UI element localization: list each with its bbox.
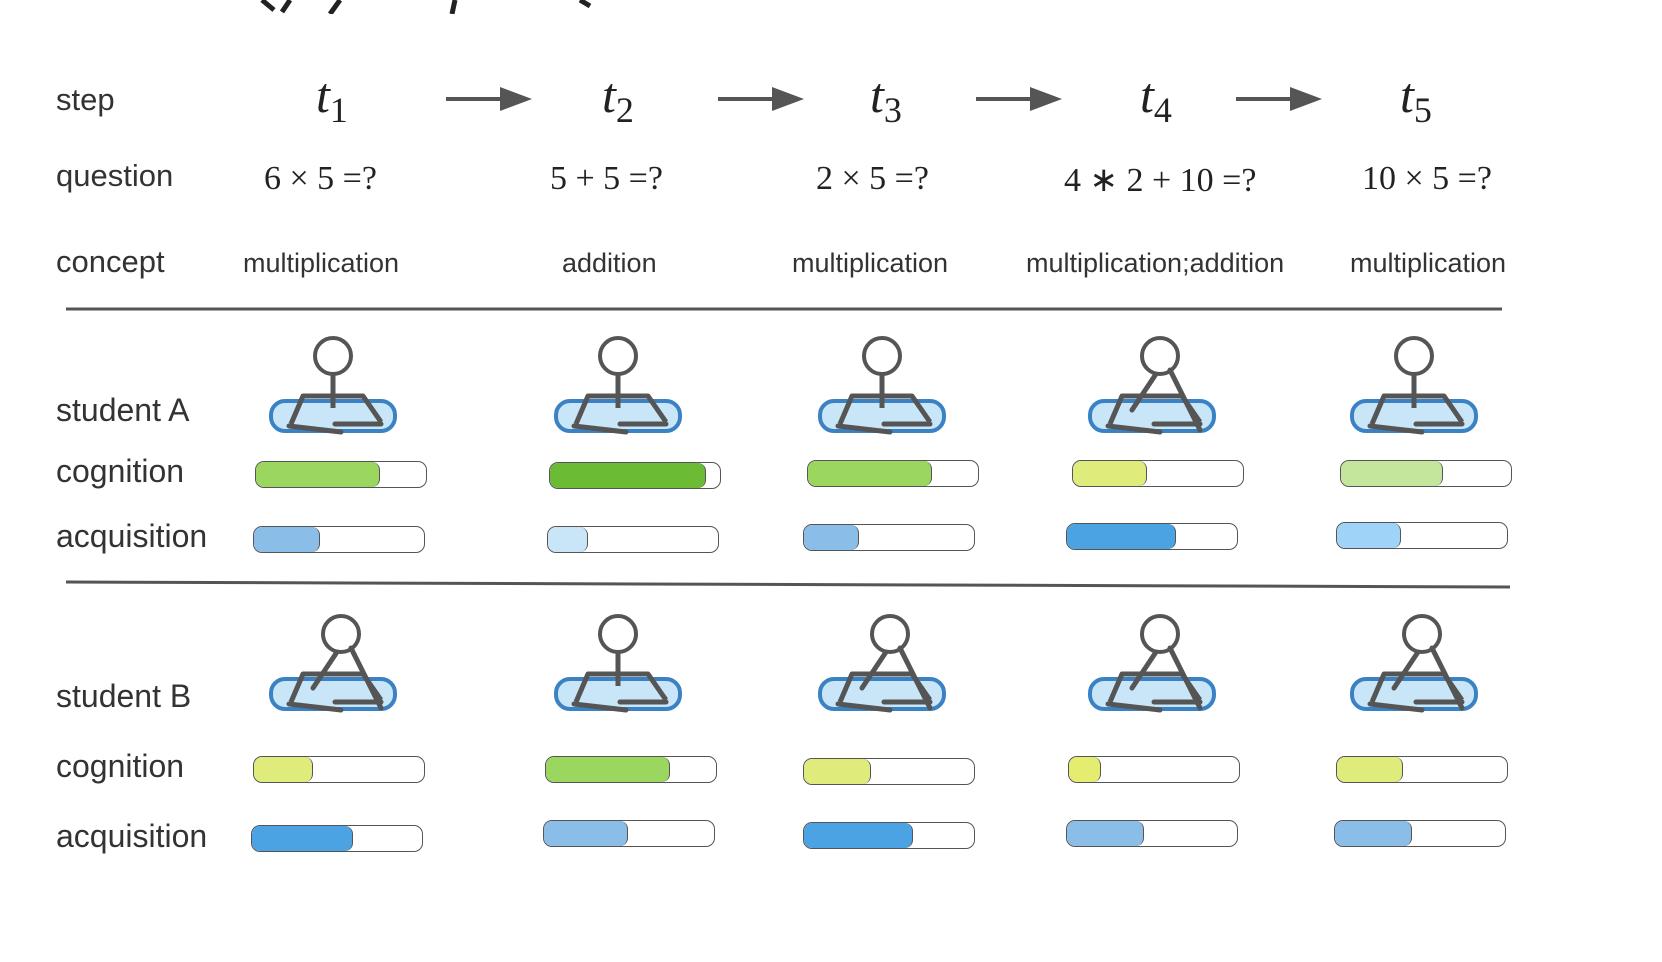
student-a-acquisition-fill-4 bbox=[1067, 524, 1176, 549]
row-label-acquisition-a: acquisition bbox=[56, 518, 208, 554]
question-1: 6 × 5 =? bbox=[264, 160, 377, 197]
student-b-acquisition-bar-3 bbox=[803, 822, 975, 849]
student-a-cognition-bar-5 bbox=[1340, 460, 1512, 487]
concept-3: multiplication bbox=[792, 248, 949, 278]
student-b-acquisition-fill-5 bbox=[1335, 821, 1412, 846]
student-a-acquisition-bar-2 bbox=[547, 526, 719, 553]
student-a-acquisition-bar-3 bbox=[803, 524, 975, 551]
student-b-cognition-bar-4 bbox=[1068, 756, 1240, 783]
student-b-acquisition-bar-1 bbox=[251, 825, 423, 852]
student-a-cognition-bar-3 bbox=[807, 460, 979, 487]
student-a-cognition-bar-1 bbox=[255, 461, 427, 488]
row-label-acquisition-b: acquisition bbox=[56, 818, 208, 854]
step-header-2: t2 bbox=[602, 67, 634, 130]
student-a-acquisition-bar-5 bbox=[1336, 522, 1508, 549]
row-label-step: step bbox=[56, 82, 115, 117]
student-a-cognition-fill-4 bbox=[1073, 461, 1147, 486]
step-header-3: t3 bbox=[870, 67, 902, 130]
arrow-head-4-5 bbox=[1290, 87, 1322, 111]
student-a-figure-2 bbox=[554, 336, 682, 435]
student-a-acquisition-fill-2 bbox=[548, 527, 588, 552]
student-b-figure-2 bbox=[554, 614, 682, 713]
concept-1: multiplication bbox=[243, 248, 400, 278]
student-a-cognition-fill-3 bbox=[808, 461, 932, 486]
step-header-5: t5 bbox=[1400, 67, 1432, 130]
student-b-acquisition-fill-4 bbox=[1067, 821, 1144, 846]
student-b-cognition-fill-5 bbox=[1337, 757, 1403, 782]
row-label-question: question bbox=[56, 158, 174, 193]
student-a-figure-4 bbox=[1088, 336, 1216, 435]
title-descender-marks bbox=[260, 0, 592, 14]
student-b-acquisition-fill-3 bbox=[804, 823, 913, 848]
row-label-student-a: student A bbox=[56, 392, 190, 428]
row-label-cognition-b: cognition bbox=[56, 748, 185, 784]
student-b-cognition-fill-2 bbox=[546, 757, 670, 782]
student-a-figure-3 bbox=[818, 336, 946, 435]
row-label-cognition-a: cognition bbox=[56, 453, 185, 489]
concept-2: addition bbox=[562, 248, 657, 278]
arrow-head-3-4 bbox=[1030, 87, 1062, 111]
student-a-figure-5 bbox=[1350, 336, 1478, 435]
student-a-cognition-fill-1 bbox=[256, 462, 380, 487]
student-b-acquisition-bar-4 bbox=[1066, 820, 1238, 847]
question-2: 5 + 5 =? bbox=[550, 160, 663, 197]
title-fragment bbox=[0, 0, 1662, 14]
question-5: 10 × 5 =? bbox=[1362, 160, 1492, 197]
arrow-head-1-2 bbox=[500, 87, 532, 111]
student-b-cognition-bar-5 bbox=[1336, 756, 1508, 783]
student-a-cognition-bar-4 bbox=[1072, 460, 1244, 487]
row-label-concept: concept bbox=[56, 244, 165, 279]
concept-4: multiplication;addition bbox=[1026, 248, 1285, 278]
concept-5: multiplication bbox=[1350, 248, 1507, 278]
step-header-4: t4 bbox=[1140, 67, 1172, 130]
student-a-cognition-bar-2 bbox=[549, 462, 721, 489]
student-b-figure-1 bbox=[269, 614, 397, 713]
student-a-figure-1 bbox=[269, 336, 397, 435]
student-b-cognition-bar-1 bbox=[253, 756, 425, 783]
step-header-1: t1 bbox=[316, 67, 348, 130]
arrow-head-2-3 bbox=[772, 87, 804, 111]
row-label-student-b: student B bbox=[56, 678, 192, 714]
student-b-acquisition-bar-2 bbox=[543, 820, 715, 847]
student-a-acquisition-fill-5 bbox=[1337, 523, 1401, 548]
student-a-cognition-fill-2 bbox=[550, 463, 706, 488]
step-arrows bbox=[446, 87, 1322, 111]
student-a-acquisition-bar-1 bbox=[253, 526, 425, 553]
student-a-acquisition-fill-1 bbox=[254, 527, 320, 552]
question-4: 4 ∗ 2 + 10 =? bbox=[1064, 162, 1257, 199]
student-a-cognition-fill-5 bbox=[1341, 461, 1443, 486]
student-b-cognition-fill-4 bbox=[1069, 757, 1101, 782]
student-b-cognition-bar-2 bbox=[545, 756, 717, 783]
question-3: 2 × 5 =? bbox=[816, 160, 929, 197]
student-b-cognition-bar-3 bbox=[803, 758, 975, 785]
student-b-figure-4 bbox=[1088, 614, 1216, 713]
student-b-figure-3 bbox=[818, 614, 946, 713]
student-a-acquisition-fill-3 bbox=[804, 525, 859, 550]
student-b-cognition-fill-1 bbox=[254, 757, 313, 782]
divider-students bbox=[65, 580, 1511, 589]
student-b-acquisition-fill-2 bbox=[544, 821, 628, 846]
student-b-acquisition-bar-5 bbox=[1334, 820, 1506, 847]
student-b-cognition-fill-3 bbox=[804, 759, 871, 784]
student-a-acquisition-bar-4 bbox=[1066, 523, 1238, 550]
student-b-acquisition-fill-1 bbox=[252, 826, 353, 851]
student-b-figure-5 bbox=[1350, 614, 1478, 713]
